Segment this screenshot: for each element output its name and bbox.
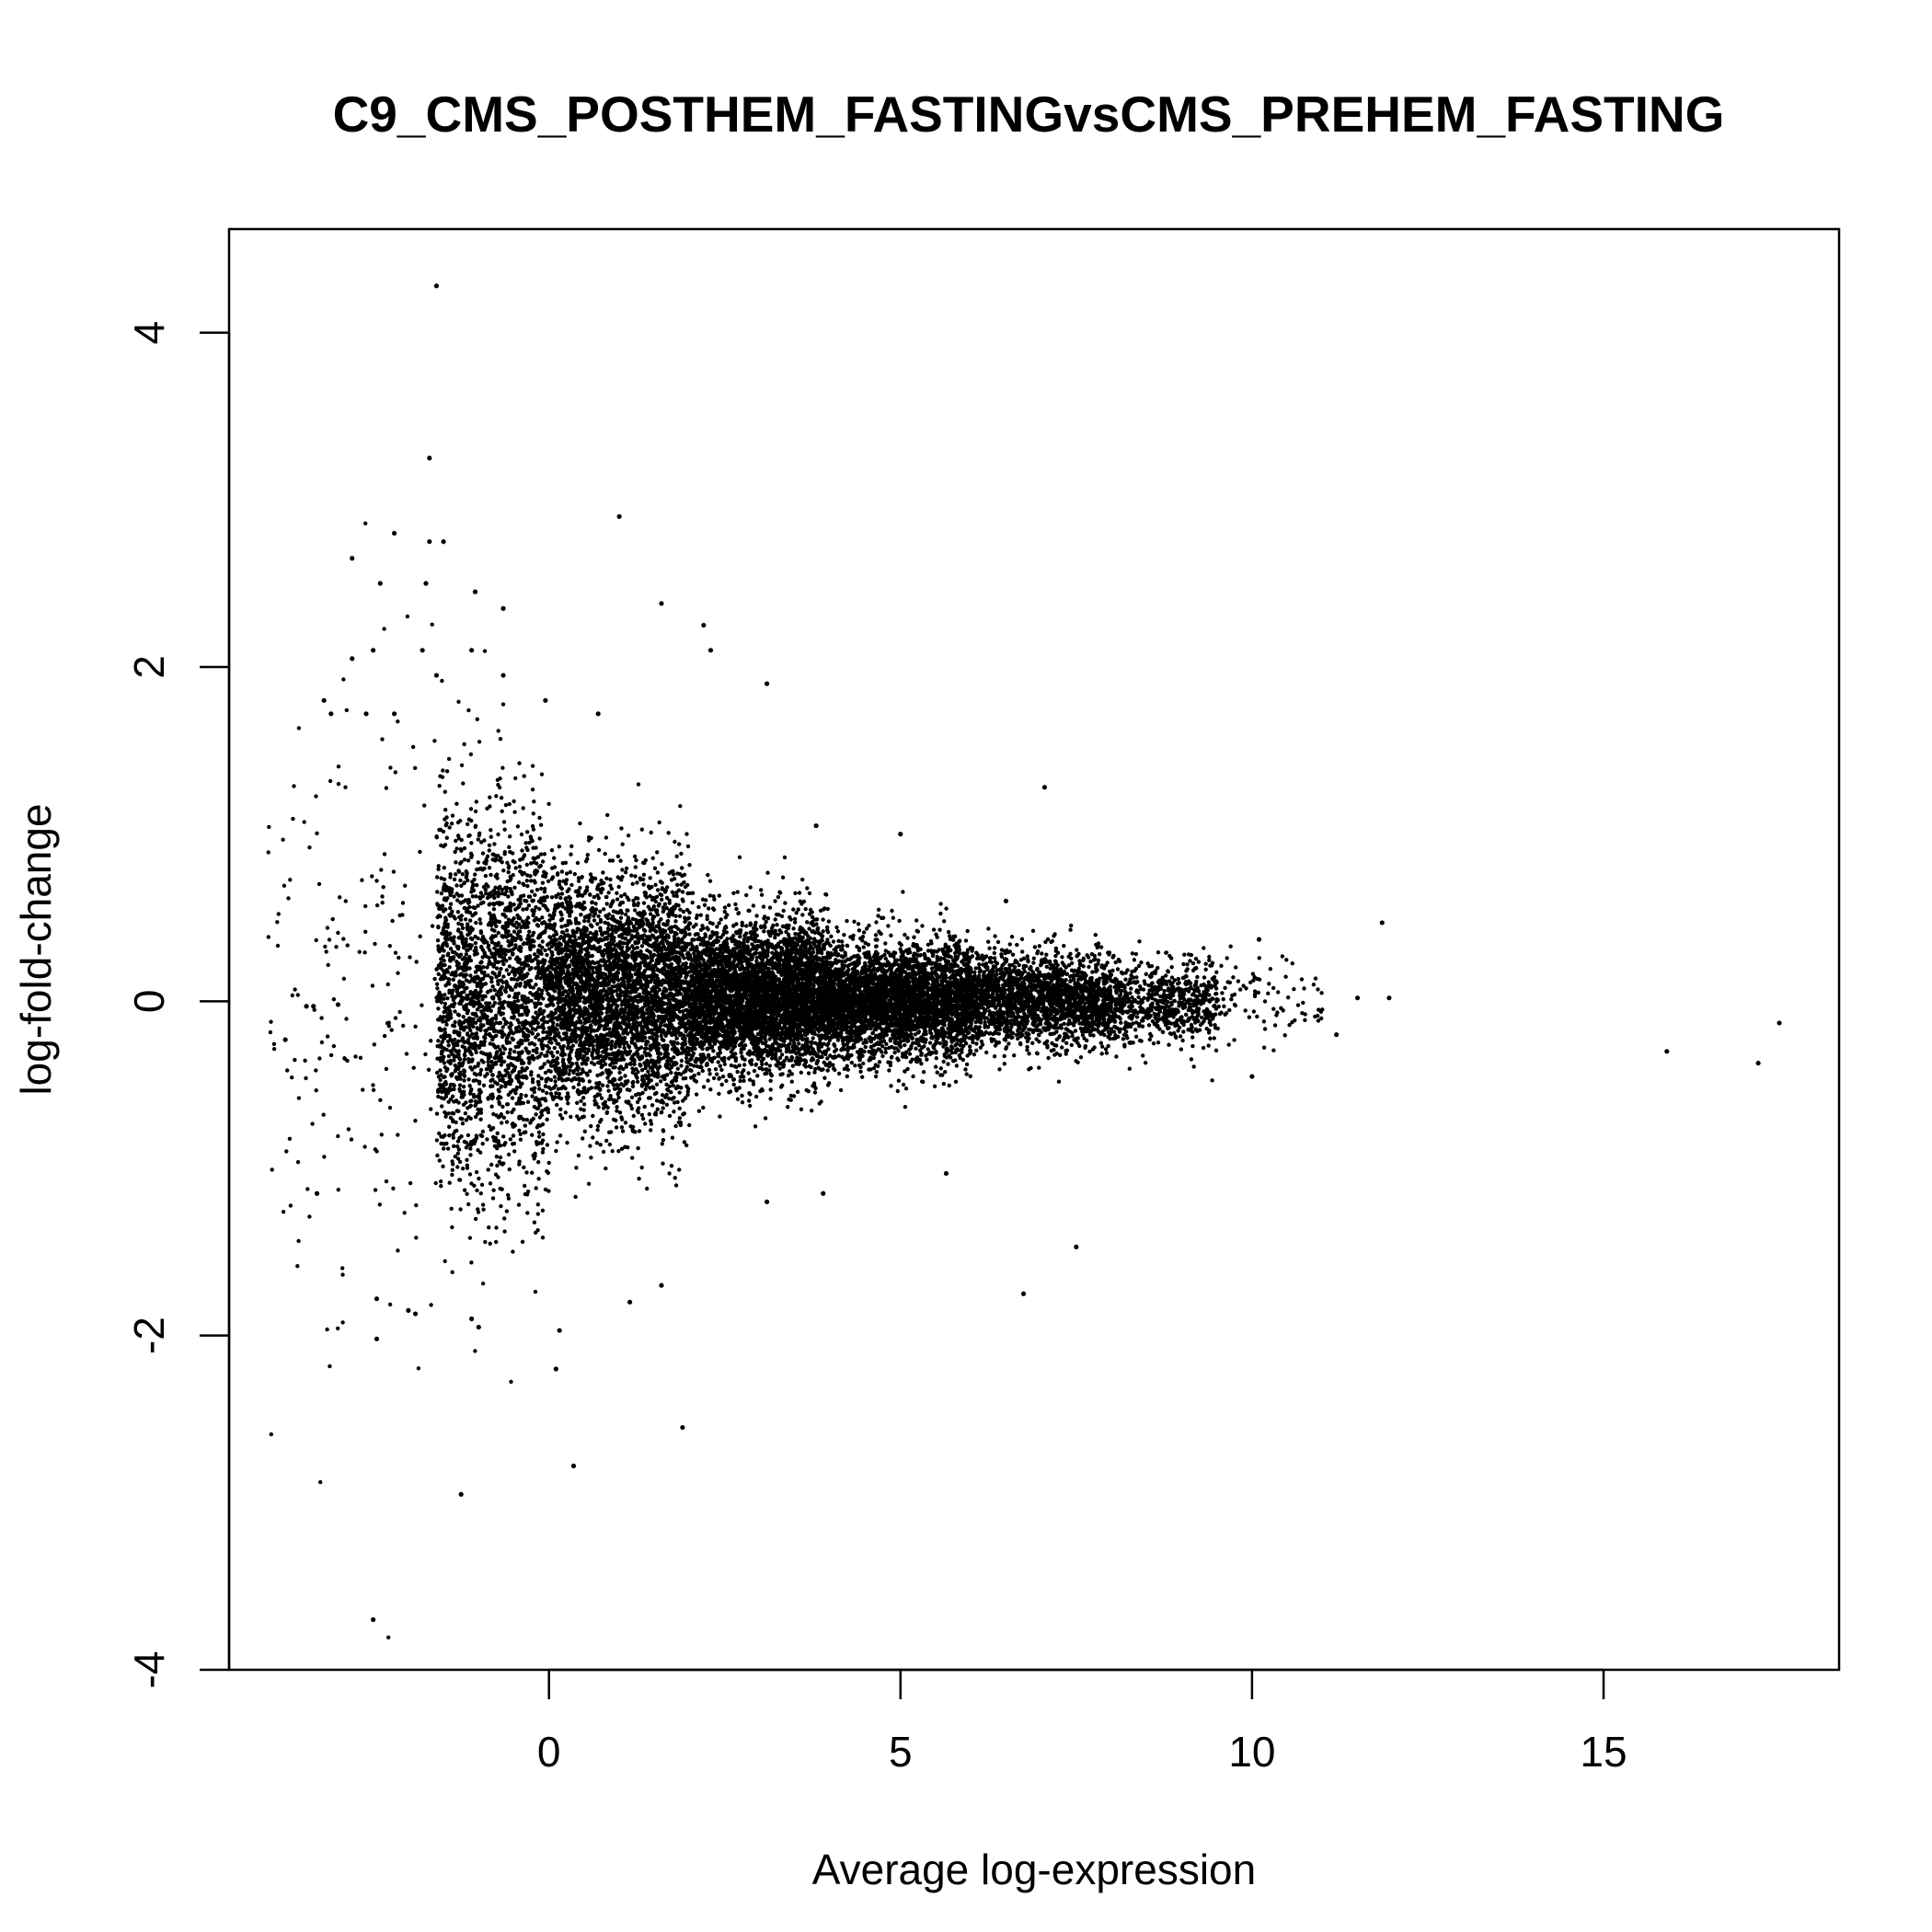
data-point: [500, 673, 506, 678]
data-point: [335, 1002, 341, 1007]
data-point: [898, 832, 903, 837]
data-point: [1386, 995, 1392, 1001]
data-point: [472, 589, 478, 594]
data-point: [311, 1004, 316, 1009]
y-tick-label: -2: [125, 1317, 173, 1354]
data-point: [659, 1282, 664, 1288]
x-tick-label: 10: [1228, 1728, 1275, 1776]
data-point: [765, 681, 770, 686]
data-point: [374, 1336, 380, 1341]
chart-title: C9_CMS_POSTHEM_FASTINGvsCMS_PREHEM_FASTI…: [333, 86, 1725, 143]
data-point: [304, 1004, 309, 1009]
data-point: [701, 622, 707, 628]
data-point: [1041, 785, 1048, 790]
data-point: [821, 1190, 826, 1196]
data-point: [423, 581, 429, 586]
data-point: [363, 711, 369, 717]
data-point: [1334, 1032, 1340, 1038]
y-axis: -4 -2 0 2 4: [125, 321, 231, 1689]
data-point: [469, 1316, 475, 1322]
data-point: [813, 822, 819, 829]
data-point: [350, 556, 355, 561]
data-point: [314, 1190, 320, 1196]
data-point: [557, 1328, 562, 1333]
data-points: [266, 283, 1782, 1640]
data-point: [1003, 898, 1009, 903]
data-point: [1074, 1244, 1079, 1249]
data-point: [680, 1424, 685, 1431]
data-point: [765, 1199, 770, 1204]
data-point: [458, 1491, 464, 1497]
data-point: [1777, 1020, 1782, 1026]
data-point: [553, 1366, 558, 1372]
data-point: [476, 1324, 481, 1330]
point-cloud: [266, 521, 1325, 1640]
data-point: [282, 1037, 288, 1042]
x-axis-label: Average log-expression: [812, 1846, 1256, 1893]
data-point: [328, 711, 334, 717]
data-point: [659, 601, 664, 606]
x-axis: 0 5 10 15: [537, 1668, 1627, 1776]
data-point: [500, 605, 506, 611]
data-point: [420, 648, 425, 653]
data-point: [433, 673, 440, 678]
data-point: [377, 581, 383, 586]
data-point: [441, 539, 446, 545]
y-axis-label: log-fold-change: [12, 803, 60, 1095]
x-tick-label: 0: [537, 1728, 561, 1776]
data-point: [427, 455, 432, 461]
y-tick-label: -4: [125, 1651, 173, 1689]
data-point: [433, 283, 440, 289]
data-point: [616, 513, 622, 520]
data-point: [350, 656, 355, 661]
data-point: [595, 711, 601, 717]
data-point: [627, 1299, 633, 1305]
y-tick-label: 2: [125, 655, 173, 679]
data-point: [412, 1311, 419, 1317]
y-tick-label: 0: [125, 990, 173, 1014]
data-point: [1664, 1049, 1670, 1054]
data-point: [543, 697, 548, 703]
data-point: [1256, 937, 1262, 942]
data-point: [374, 1296, 380, 1302]
x-tick-label: 15: [1580, 1728, 1627, 1776]
y-tick-label: 4: [125, 321, 173, 345]
data-point: [406, 1307, 411, 1314]
data-point: [1249, 1074, 1255, 1079]
data-point: [1755, 1060, 1761, 1066]
data-point: [469, 648, 475, 653]
data-point: [391, 711, 397, 717]
data-point: [943, 1170, 949, 1177]
data-point: [1020, 1291, 1027, 1296]
data-point: [391, 531, 397, 536]
data-point: [371, 1616, 376, 1623]
data-point: [707, 648, 714, 653]
data-point: [371, 648, 376, 653]
data-point: [321, 697, 327, 703]
data-point: [570, 1463, 577, 1468]
x-tick-label: 5: [889, 1728, 913, 1776]
data-point: [1379, 920, 1385, 926]
data-point: [427, 539, 432, 545]
data-point: [1354, 995, 1361, 1001]
